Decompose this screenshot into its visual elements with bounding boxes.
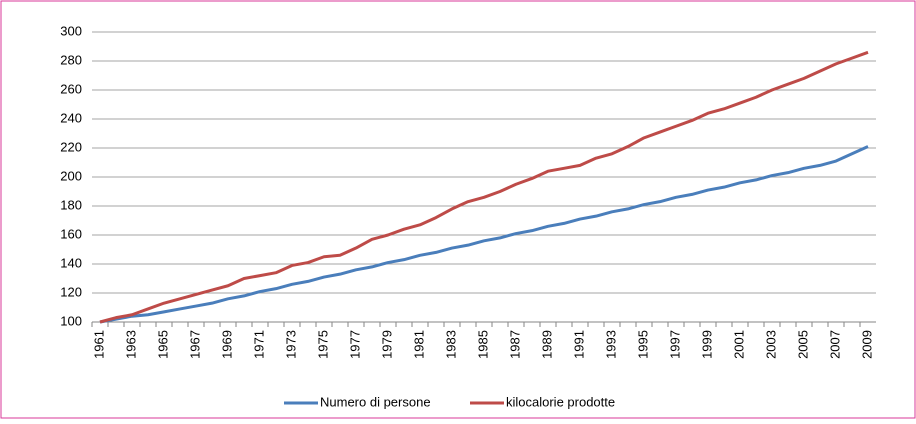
- y-tick-label: 120: [60, 284, 82, 299]
- x-tick-label: 1999: [699, 330, 714, 359]
- x-tick-label: 2009: [859, 330, 874, 359]
- x-tick-label: 1969: [219, 330, 234, 359]
- x-tick-label: 1981: [411, 330, 426, 359]
- x-tick-label: 1989: [539, 330, 554, 359]
- x-tick-label: 1987: [507, 330, 522, 359]
- x-tick-label: 1975: [315, 330, 330, 359]
- x-tick-label: 1985: [475, 330, 490, 359]
- y-tick-label: 300: [60, 23, 82, 38]
- x-tick-label: 1995: [635, 330, 650, 359]
- line-series: [99, 50, 869, 324]
- y-tick-label: 160: [60, 226, 82, 241]
- y-tick-label: 280: [60, 52, 82, 67]
- y-tick-label: 140: [60, 255, 82, 270]
- x-tick-label: 1963: [123, 330, 138, 359]
- x-tick-label: 1997: [667, 330, 682, 359]
- x-tick-label: 1973: [283, 330, 298, 359]
- x-tick-label: 1965: [155, 330, 170, 359]
- y-tick-label: 260: [60, 81, 82, 96]
- x-tick-label: 1993: [603, 330, 618, 359]
- y-tick-label: 240: [60, 110, 82, 125]
- line-series: [99, 145, 869, 324]
- x-tick-label: 2003: [763, 330, 778, 359]
- x-tick-label: 2007: [827, 330, 842, 359]
- x-tick-label: 2005: [795, 330, 810, 359]
- x-tick-label: 1979: [379, 330, 394, 359]
- x-tick-label: 1971: [251, 330, 266, 359]
- x-tick-label: 1977: [347, 330, 362, 359]
- y-tick-label: 220: [60, 139, 82, 154]
- y-tick-label: 180: [60, 197, 82, 212]
- x-tick-label: 1967: [187, 330, 202, 359]
- x-tick-label: 1983: [443, 330, 458, 359]
- legend-label: Numero di persone: [320, 394, 431, 409]
- x-tick-label: 1961: [91, 330, 106, 359]
- x-tick-label: 1991: [571, 330, 586, 359]
- x-tick-label: 2001: [731, 330, 746, 359]
- y-tick-label: 100: [60, 313, 82, 328]
- legend-label: kilocalorie prodotte: [506, 394, 615, 409]
- y-tick-label: 200: [60, 168, 82, 183]
